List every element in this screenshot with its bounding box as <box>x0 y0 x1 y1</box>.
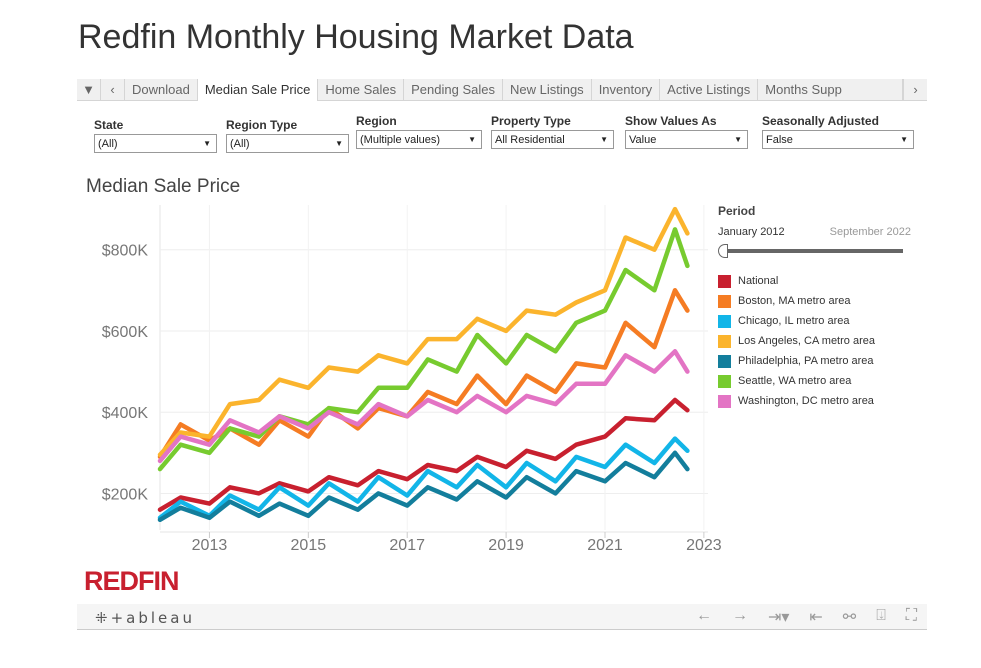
y-tick-label: $200K <box>102 486 149 503</box>
x-tick-label: 2015 <box>291 537 327 554</box>
series-line-los-angeles[interactable] <box>157 206 690 458</box>
legend-swatch <box>718 394 731 408</box>
legend-swatch <box>718 294 731 308</box>
tab-home-sales[interactable]: Home Sales <box>318 79 405 100</box>
tab-menu-button[interactable]: ▼ <box>77 79 101 100</box>
filter-label: State <box>94 118 124 132</box>
tableau-logo[interactable]: ⁜+ableau <box>95 609 195 627</box>
fullscreen-icon[interactable]: ⛶ <box>905 607 917 624</box>
legend-item[interactable]: Philadelphia, PA metro area <box>718 351 911 371</box>
legend-item[interactable]: Los Angeles, CA metro area <box>718 331 911 351</box>
filter-region: Region (Multiple values) <box>356 114 482 149</box>
y-tick-label: $600K <box>102 324 149 341</box>
x-tick-label: 2019 <box>488 537 524 554</box>
filter-label: Property Type <box>491 114 571 128</box>
download-icon[interactable]: ⍗ <box>876 607 886 624</box>
legend-swatch <box>718 374 731 388</box>
series-line-chicago[interactable] <box>157 436 690 521</box>
legend-swatch <box>718 354 731 368</box>
filter-label: Region Type <box>226 118 298 132</box>
seasonally-adjusted-dropdown[interactable]: False <box>762 130 914 149</box>
tab-new-listings[interactable]: New Listings <box>503 79 592 100</box>
period-label: Period <box>718 204 756 218</box>
show-values-as-dropdown[interactable]: Value <box>625 130 748 149</box>
tab-next-button[interactable]: › <box>903 79 927 100</box>
share-icon[interactable]: ⚯ <box>842 609 857 626</box>
legend-label: Chicago, IL metro area <box>738 315 850 327</box>
legend-swatch <box>718 334 731 348</box>
series-line-national[interactable] <box>157 397 690 512</box>
x-tick-label: 2017 <box>389 537 425 554</box>
series-line-washington[interactable] <box>157 349 690 464</box>
legend-item[interactable]: Boston, MA metro area <box>718 291 911 311</box>
region-dropdown[interactable]: (Multiple values) <box>356 130 482 149</box>
legend-item[interactable]: National <box>718 271 911 291</box>
slider-track[interactable] <box>722 249 903 253</box>
revert-icon[interactable]: ⇥▾ <box>767 609 790 626</box>
reset-icon[interactable]: ⇤ <box>809 609 823 626</box>
filter-property-type: Property Type All Residential <box>491 114 614 149</box>
legend: Period January 2012 September 2022 Natio… <box>718 204 911 411</box>
tab-download[interactable]: Download <box>125 79 198 100</box>
legend-swatch <box>718 274 731 288</box>
undo-icon[interactable]: ← <box>695 607 712 624</box>
series-line-boston[interactable] <box>157 288 690 460</box>
period-start: January 2012 <box>718 226 785 238</box>
chart-title: Median Sale Price <box>86 176 241 197</box>
filter-label: Seasonally Adjusted <box>762 114 879 128</box>
tab-bar: ▼ ‹ Download Median Sale Price Home Sales P… <box>77 79 927 101</box>
tab-prev-button[interactable]: ‹ <box>101 79 125 100</box>
period-end: September 2022 <box>829 226 911 238</box>
filter-region-type: Region Type (All) <box>226 118 349 153</box>
period-slider[interactable] <box>718 244 903 258</box>
series-line-seattle[interactable] <box>157 227 690 472</box>
tableau-toolbar: ⁜+ableau ← → ⇥▾ ⇤ ⚯ ⍗ ⛶ <box>77 604 927 630</box>
y-tick-label: $400K <box>102 405 149 422</box>
legend-item[interactable]: Seattle, WA metro area <box>718 371 911 391</box>
y-tick-label: $800K <box>102 243 149 260</box>
region-type-dropdown[interactable]: (All) <box>226 134 349 153</box>
tab-pending-sales[interactable]: Pending Sales <box>404 79 503 100</box>
legend-label: Los Angeles, CA metro area <box>738 335 875 347</box>
legend-item[interactable]: Chicago, IL metro area <box>718 311 911 331</box>
tab-months-supp[interactable]: Months Supp <box>758 79 903 100</box>
state-dropdown[interactable]: (All) <box>94 134 217 153</box>
page-title: Redfin Monthly Housing Market Data <box>78 18 634 56</box>
legend-label: Philadelphia, PA metro area <box>738 355 874 367</box>
tab-inventory[interactable]: Inventory <box>592 79 661 100</box>
tab-active-listings[interactable]: Active Listings <box>660 79 759 100</box>
property-type-dropdown[interactable]: All Residential <box>491 130 614 149</box>
x-tick-label: 2021 <box>587 537 623 554</box>
legend-label: Washington, DC metro area <box>738 395 874 407</box>
legend-label: Boston, MA metro area <box>738 295 851 307</box>
legend-label: National <box>738 275 779 287</box>
slider-handle[interactable] <box>718 244 728 258</box>
filter-label: Region <box>356 114 397 128</box>
filter-label: Show Values As <box>625 114 717 128</box>
legend-swatch <box>718 314 731 328</box>
legend-label: Seattle, WA metro area <box>738 375 852 387</box>
tab-median-sale-price[interactable]: Median Sale Price <box>197 79 319 101</box>
x-tick-label: 2023 <box>686 537 722 554</box>
redo-icon[interactable]: → <box>731 607 748 624</box>
legend-item[interactable]: Washington, DC metro area <box>718 391 911 411</box>
filter-show-values-as: Show Values As Value <box>625 114 748 149</box>
redfin-logo: REDFIN <box>84 566 179 596</box>
filter-state: State (All) <box>94 118 217 153</box>
series-line-philadelphia[interactable] <box>157 450 690 523</box>
filter-seasonally-adjusted: Seasonally Adjusted False <box>762 114 914 149</box>
x-tick-label: 2013 <box>192 537 228 554</box>
